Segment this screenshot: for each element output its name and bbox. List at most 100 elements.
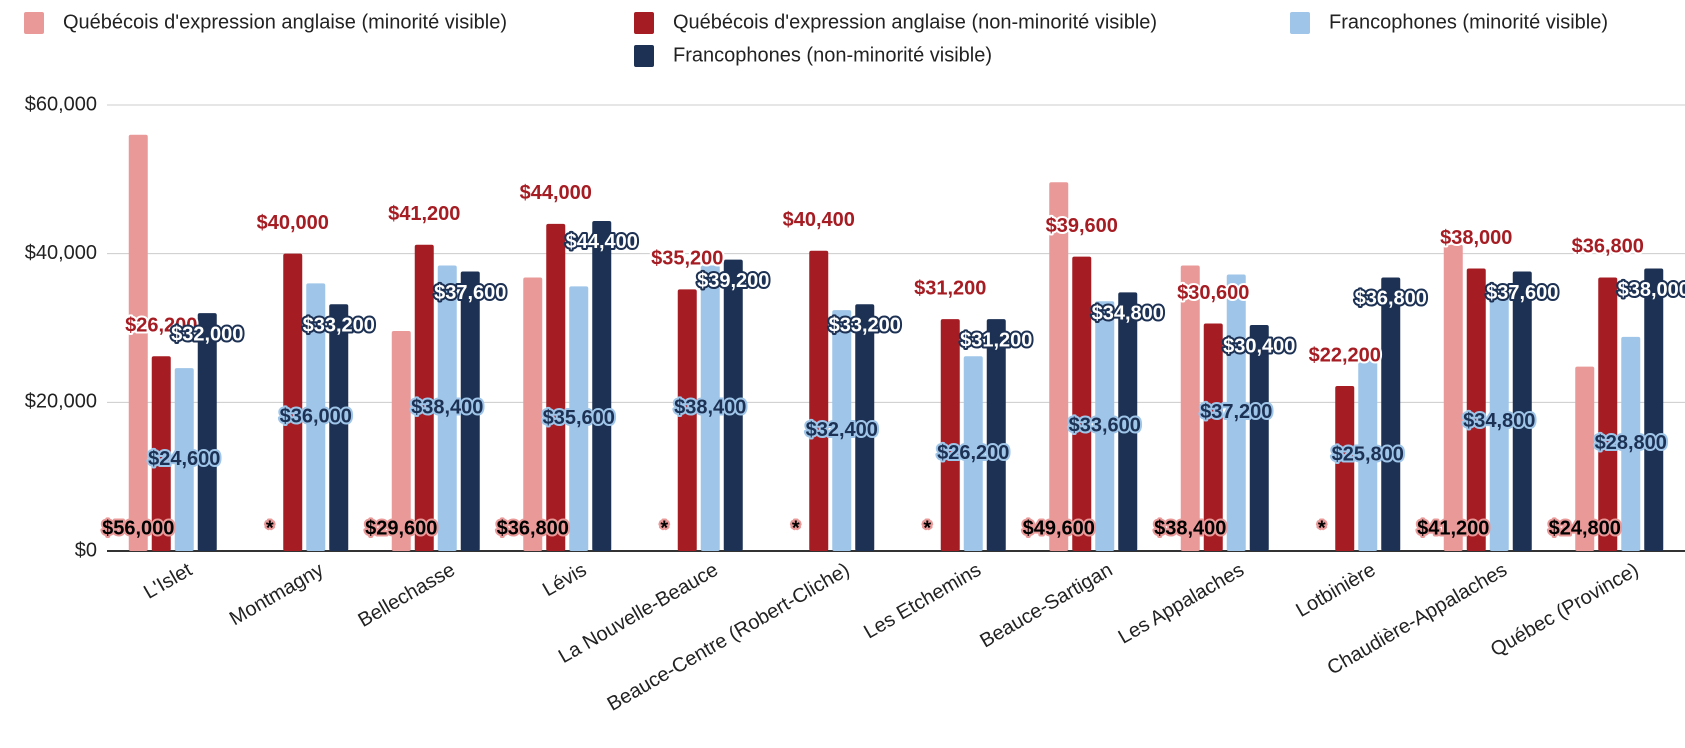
bar [437,265,457,551]
bar [1598,277,1618,551]
bar [1226,274,1246,551]
bar [1249,325,1269,551]
bar [1644,268,1664,551]
bar [546,223,566,551]
data-label: $37,600 [1486,282,1558,304]
bar [1621,336,1641,551]
data-label: $39,600 [1046,215,1118,237]
data-label: $24,600 [148,448,220,470]
data-label: $25,800 [1332,443,1404,465]
legend-label: Québécois d'expression anglaise (non-min… [673,11,1157,33]
bar [1466,268,1486,551]
data-label: $32,400 [806,419,878,441]
x-tick-label: Lévis [539,559,590,601]
data-label: $33,200 [303,314,375,336]
bar [306,283,326,551]
data-label: $30,600 [1177,282,1249,304]
data-label: * [792,517,800,539]
bar [940,319,960,551]
data-label: $41,200 [1417,517,1489,539]
x-tick-label: Bellechasse [354,559,458,632]
bar [128,134,148,551]
bar [1180,265,1200,551]
bar [151,356,171,551]
x-tick-label: Beauce-Centre (Robert-Cliche) [604,559,854,716]
data-label: $38,400 [1154,517,1226,539]
legend-swatch [1290,12,1310,34]
data-label: $39,200 [697,270,769,292]
bar [700,265,720,551]
bar [174,368,194,551]
bar [986,319,1006,551]
x-tick-label: Montmagny [226,559,327,630]
data-label: * [923,517,931,539]
bar [329,304,349,551]
bar [1358,359,1378,551]
data-label: $35,200 [651,248,723,270]
data-label: $38,000 [1618,279,1685,301]
data-label: $35,600 [543,407,615,429]
bar [677,289,697,551]
data-label: $30,400 [1223,335,1295,357]
bar [460,271,480,551]
data-label: $40,000 [257,212,329,234]
bar [809,250,829,551]
legend-swatch [634,45,654,67]
data-label: $32,000 [171,323,243,345]
legend-label: Québécois d'expression anglaise (minorit… [63,11,507,33]
x-tick-label: Les Etchemins [860,559,985,644]
data-label: $33,200 [829,314,901,336]
data-label: $31,200 [960,329,1032,351]
bar [1443,244,1463,551]
data-label: $38,400 [674,397,746,419]
bar [569,286,589,551]
legend-swatch [24,12,44,34]
y-tick-label: $20,000 [25,391,97,413]
data-label: $26,200 [937,442,1009,464]
data-label: $41,200 [388,203,460,225]
bar [197,313,217,551]
bar [1072,256,1092,551]
data-label: $37,600 [434,282,506,304]
data-label: $49,600 [1023,517,1095,539]
bar [391,330,411,551]
bar [963,356,983,551]
bar [1335,385,1355,551]
data-label: $31,200 [914,277,986,299]
x-tick-label: Les Appalaches [1115,559,1248,649]
legend-swatch [634,12,654,34]
data-label: $24,800 [1549,517,1621,539]
data-label: $36,000 [280,405,352,427]
y-tick-label: $40,000 [25,242,97,264]
bar [855,304,875,551]
data-label: $26,200 [125,315,197,337]
data-label: $36,800 [1355,288,1427,310]
data-label: $38,000 [1440,227,1512,249]
legend-label: Francophones (minorité visible) [1329,11,1608,33]
data-label: $36,800 [497,517,569,539]
data-label: $34,800 [1463,410,1535,432]
y-tick-label: $60,000 [25,93,97,115]
x-tick-label: Beauce-Sartigan [976,559,1116,653]
data-label: $36,800 [1572,236,1644,258]
data-label: $29,600 [365,517,437,539]
data-label: * [1318,517,1326,539]
bar [1575,366,1595,551]
x-tick-label: Lotbinière [1292,559,1379,622]
bar [1095,301,1115,551]
data-label: $44,000 [520,182,592,204]
bar [414,244,434,551]
data-label: $33,600 [1069,414,1141,436]
bar [723,259,743,551]
data-label: * [660,517,668,539]
bar [1049,182,1069,551]
legend-label: Francophones (non-minorité visible) [673,44,992,66]
x-tick-label: Québec (Province) [1487,559,1642,661]
x-tick-label: L'Islet [140,559,196,604]
data-label: $56,000 [102,517,174,539]
data-label: $37,200 [1200,401,1272,423]
data-label: $34,800 [1092,303,1164,325]
bar [592,220,612,551]
